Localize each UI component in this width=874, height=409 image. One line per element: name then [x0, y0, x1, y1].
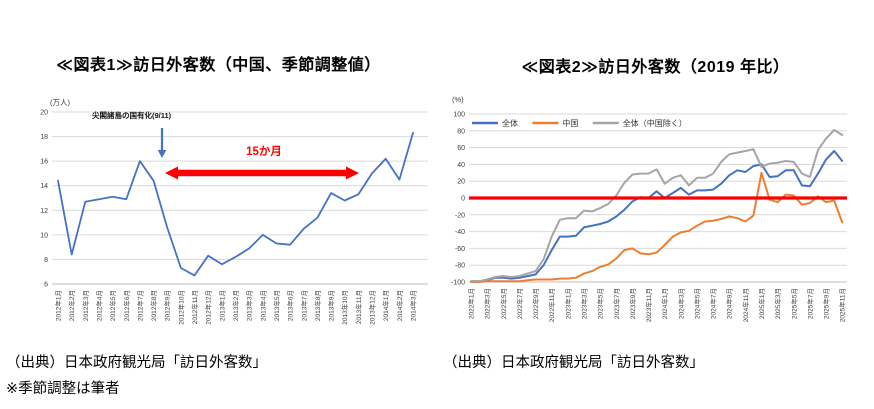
legend: 全体 中国 全体（中国除く） — [472, 118, 687, 128]
x-tick-label: 2013年4月 — [258, 290, 267, 321]
x-tick-label: 2022年9月 — [531, 288, 540, 319]
y-tick-label: 6 — [44, 282, 48, 289]
y-tick-label: -100 — [451, 280, 465, 287]
x-tick-label: 2023年1月 — [563, 288, 572, 319]
x-tick-label: 2025年9月 — [822, 288, 831, 319]
chart1-y-unit-label: (万人) — [50, 98, 70, 107]
chart1-annotations — [157, 128, 359, 180]
x-tick-label: 2013年11月 — [354, 290, 363, 324]
chart1-annotation-15months: 15か月 — [246, 146, 282, 158]
x-tick-label: 2012年8月 — [149, 290, 158, 321]
y-tick-label: 8 — [44, 257, 48, 264]
x-tick-label: 2012年5月 — [108, 290, 117, 321]
x-tick-label: 2013年2月 — [231, 290, 240, 321]
x-axis-labels: 2012年1月 2012年2月 2012年3月 2012年4月 2012年5月 2012年… — [54, 290, 418, 325]
y-tick-label: -60 — [455, 246, 465, 253]
span-arrow — [165, 166, 359, 180]
x-tick-label: 2023年5月 — [596, 288, 605, 319]
y-tick-label: -40 — [455, 229, 465, 236]
x-tick-label: 2013年7月 — [299, 290, 308, 321]
x-tick-label: 2024年3月 — [676, 288, 685, 319]
x-tick-label: 2025年7月 — [805, 288, 814, 319]
x-axis-labels: 2022年1月 2022年3月 2022年5月 2022年7月 2022年9月 2022年… — [467, 288, 847, 322]
y-tick-label: 100 — [453, 112, 465, 119]
x-tick-label: 2024年11月 — [741, 288, 750, 322]
x-tick-label: 2013年5月 — [272, 290, 281, 321]
x-tick-label: 2023年11月 — [644, 288, 653, 322]
y-tick-label: 10 — [40, 232, 48, 239]
chart1-footnote: ※季節調整は筆者 — [6, 381, 120, 397]
y-tick-label: 20 — [457, 179, 465, 186]
y-tick-label: 60 — [457, 145, 465, 152]
x-tick-label: 2013年10月 — [340, 290, 349, 325]
x-tick-label: 2012年10月 — [176, 290, 185, 325]
y-tick-label: 40 — [457, 162, 465, 169]
x-tick-label: 2014年2月 — [395, 290, 404, 321]
legend-label-total-ex-china: 全体（中国除く） — [623, 118, 687, 128]
chart2-y-unit-label: (%) — [452, 95, 464, 104]
y-tick-label: 0 — [461, 196, 465, 203]
x-tick-label: 2012年9月 — [163, 290, 172, 321]
x-tick-label: 2013年8月 — [313, 290, 322, 321]
y-tick-label: 20 — [40, 110, 48, 117]
x-tick-label: 2012年1月 — [54, 290, 63, 321]
chart2-source-caption: （出典）日本政府観光局「訪日外客数」 — [443, 355, 704, 371]
x-tick-label: 2013年3月 — [245, 290, 254, 321]
series-line-china-seasonally-adjusted — [57, 132, 414, 277]
x-tick-label: 2024年1月 — [660, 288, 669, 319]
y-tick-label: -20 — [455, 212, 465, 219]
y-tick-label: -80 — [455, 263, 465, 270]
y-tick-label: 12 — [40, 208, 48, 215]
x-tick-label: 2024年7月 — [709, 288, 718, 319]
x-tick-label: 2024年9月 — [725, 288, 734, 319]
x-tick-label: 2012年6月 — [122, 290, 131, 321]
y-tick-label: 18 — [40, 134, 48, 141]
x-tick-label: 2022年11月 — [547, 288, 556, 322]
legend-label-china: 中国 — [562, 118, 578, 128]
chart1-title: ≪図表1≫訪日外客数（中国、季節調整値） — [56, 57, 381, 74]
x-tick-label: 2024年5月 — [693, 288, 702, 319]
x-tick-label: 2025年11月 — [838, 288, 847, 322]
x-tick-label: 2012年11月 — [190, 290, 199, 324]
chart1-annotation-senkaku: 尖閣諸島の国有化(9/11) — [92, 111, 172, 120]
y-tick-label: 14 — [40, 183, 48, 190]
x-tick-label: 2022年3月 — [483, 288, 492, 319]
x-tick-label: 2023年3月 — [580, 288, 589, 319]
x-tick-label: 2025年1月 — [757, 288, 766, 319]
x-tick-label: 2014年1月 — [381, 290, 390, 321]
x-tick-label: 2022年5月 — [499, 288, 508, 319]
chart2-title: ≪図表2≫訪日外客数（2019 年比） — [521, 59, 790, 76]
legend-label-total: 全体 — [502, 118, 518, 128]
x-tick-label: 2012年2月 — [67, 290, 76, 321]
x-tick-label: 2025年3月 — [773, 288, 782, 319]
event-arrow-head — [157, 150, 167, 158]
y-tick-label: 80 — [457, 128, 465, 135]
series-line-total — [470, 150, 844, 283]
x-tick-label: 2012年4月 — [95, 290, 104, 321]
series-line-china — [470, 171, 844, 283]
x-tick-label: 2013年6月 — [286, 290, 295, 321]
x-tick-label: 2012年7月 — [135, 290, 144, 321]
chart1-source-caption: （出典）日本政府観光局「訪日外客数」 — [6, 355, 267, 371]
x-tick-label: 2012年12月 — [204, 290, 213, 325]
x-tick-label: 2013年12月 — [368, 290, 377, 325]
x-tick-label: 2013年9月 — [327, 290, 336, 321]
x-tick-label: 2013年1月 — [217, 290, 226, 321]
x-tick-label: 2014年3月 — [409, 290, 418, 321]
x-tick-label: 2023年9月 — [628, 288, 637, 319]
x-tick-label: 2023年7月 — [612, 288, 621, 319]
x-tick-label: 2022年7月 — [515, 288, 524, 319]
y-tick-label: 16 — [40, 159, 48, 166]
series-line-total-ex-china — [470, 129, 844, 283]
x-tick-label: 2012年3月 — [81, 290, 90, 321]
x-tick-label: 2022年1月 — [467, 288, 476, 319]
x-tick-label: 2025年5月 — [789, 288, 798, 319]
gridlines: 20 18 16 14 12 10 8 6 — [40, 110, 428, 289]
